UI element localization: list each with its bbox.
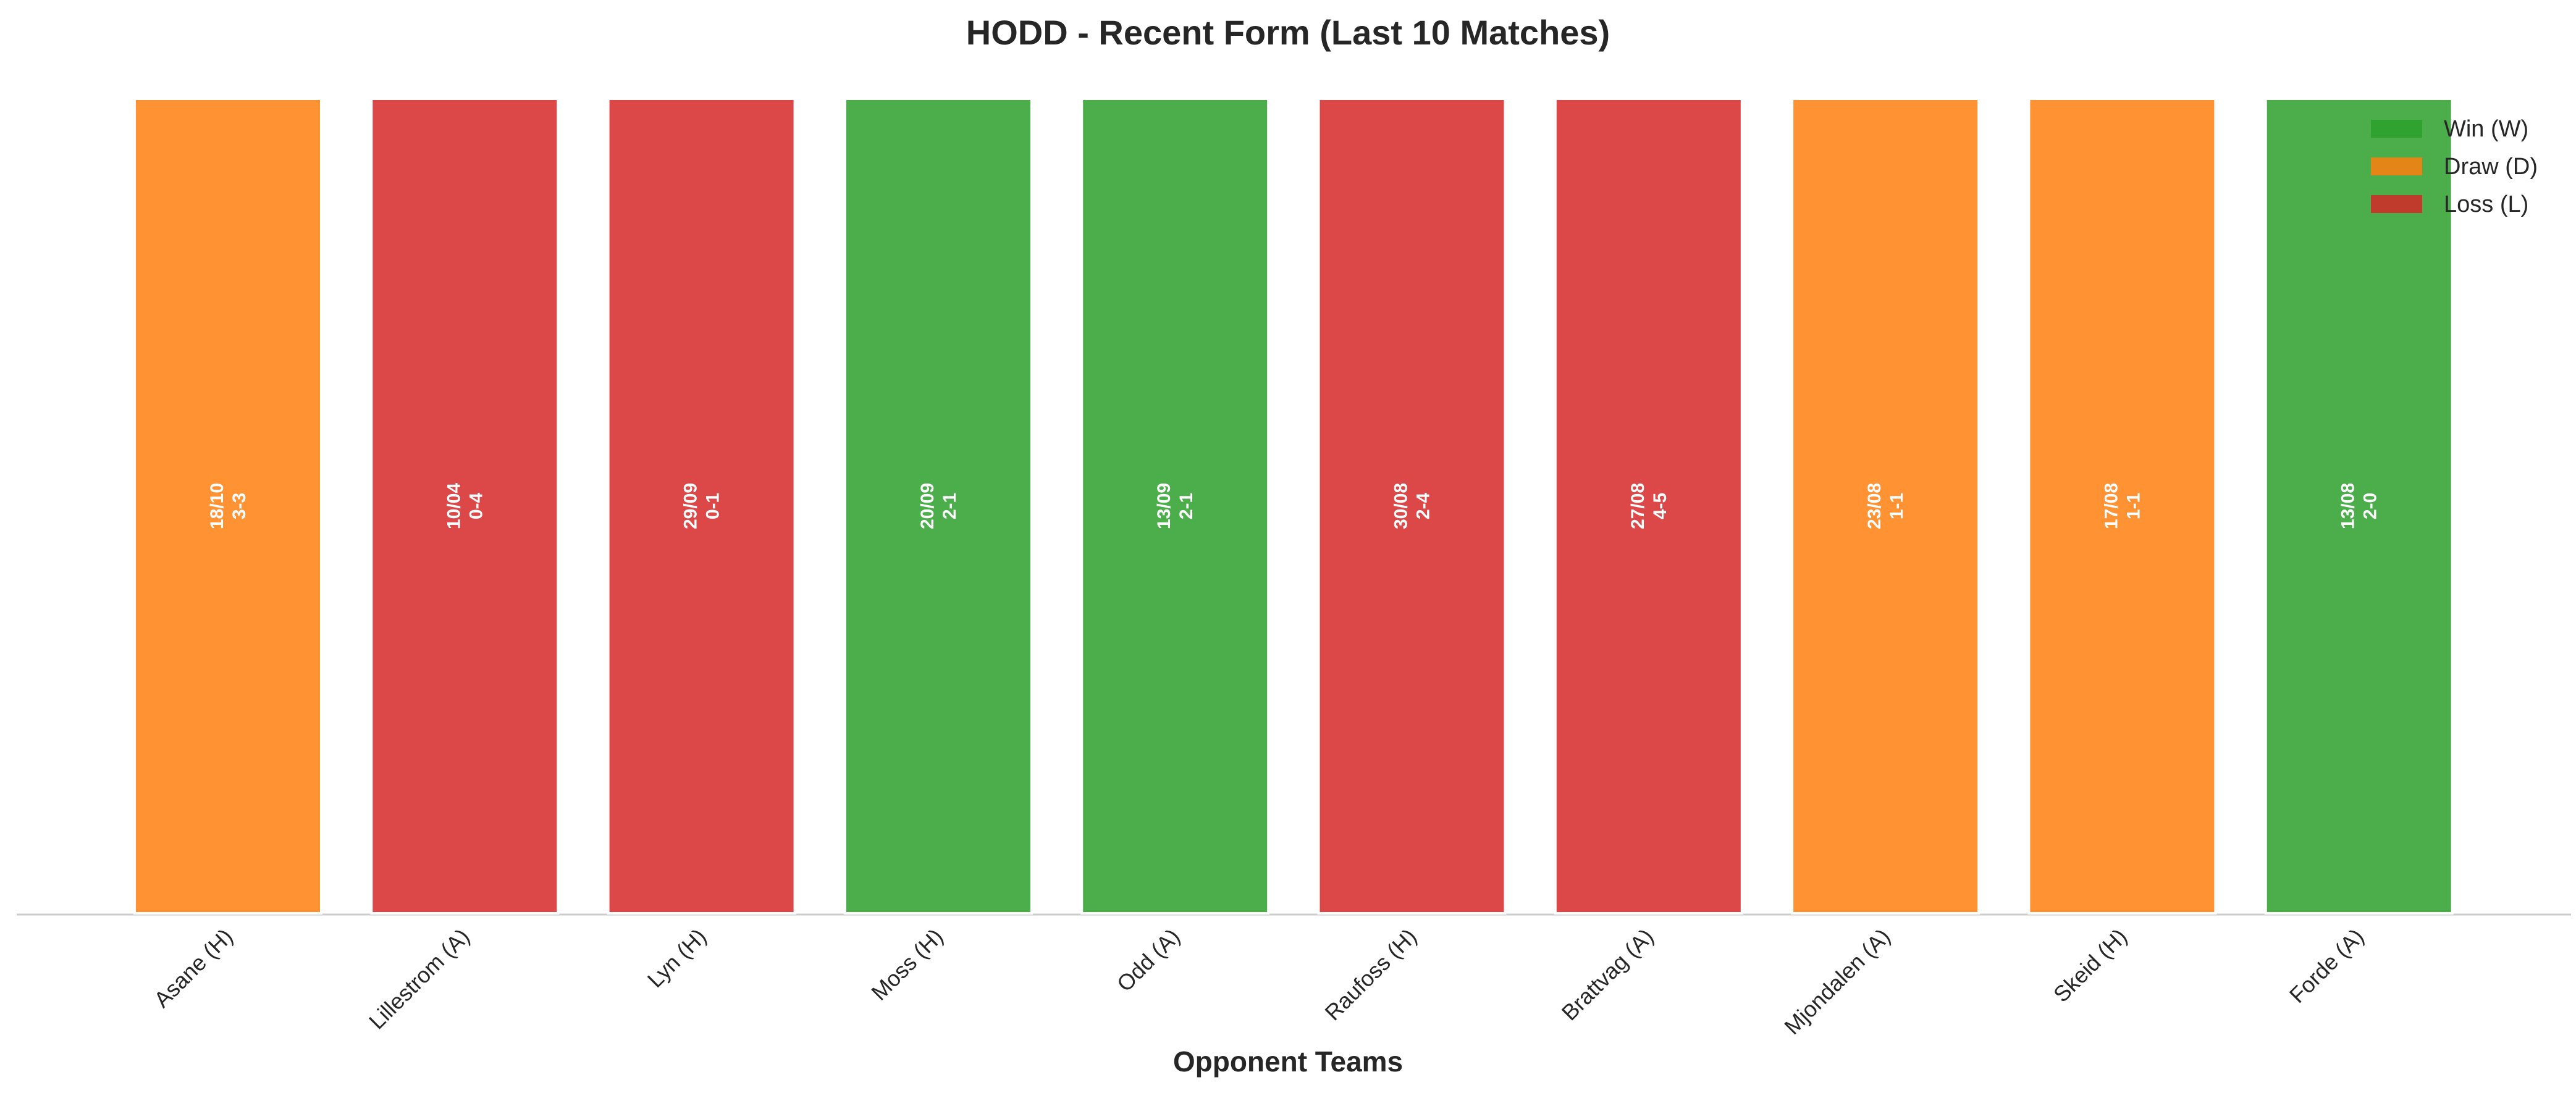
- chart-title: HODD - Recent Form (Last 10 Matches): [966, 13, 1610, 52]
- bar-date-label: 13/08: [2338, 483, 2359, 529]
- legend-swatch: [2371, 120, 2422, 138]
- bar-score-label: 4-5: [1650, 493, 1670, 519]
- x-tick-label: Brattvag (A): [1557, 924, 1659, 1026]
- legend-label: Draw (D): [2444, 154, 2538, 180]
- x-tick-label: Mjondalen (A): [1779, 924, 1895, 1039]
- bar: [2264, 98, 2454, 915]
- bar: [1791, 98, 1980, 915]
- bar-score-label: 0-1: [703, 493, 723, 519]
- bar: [1080, 98, 1270, 915]
- bar-score-label: 1-1: [1887, 493, 1907, 519]
- bar-date-label: 10/04: [444, 483, 464, 529]
- bar-score-label: 2-0: [2360, 493, 2381, 519]
- bar-score-label: 2-1: [1176, 493, 1197, 519]
- bar-date-label: 18/10: [207, 483, 227, 529]
- x-tick-label: Skeid (H): [2048, 924, 2132, 1007]
- bar-date-label: 13/09: [1154, 483, 1174, 529]
- bar-date-label: 30/08: [1391, 483, 1412, 529]
- x-tick-label: Lyn (H): [642, 924, 712, 993]
- x-axis-label: Opponent Teams: [1173, 1045, 1403, 1078]
- bar-score-label: 2-4: [1413, 493, 1434, 520]
- x-tick-label: Asane (H): [149, 924, 238, 1013]
- bar-date-label: 20/09: [917, 483, 938, 529]
- bar-date-label: 29/09: [681, 483, 701, 529]
- x-tick-label: Odd (A): [1112, 924, 1185, 997]
- bar: [133, 98, 322, 915]
- bar: [607, 98, 796, 915]
- bar-date-label: 27/08: [1628, 483, 1648, 529]
- x-tick-label: Raufoss (H): [1320, 924, 1421, 1026]
- legend-swatch: [2371, 157, 2422, 175]
- bar-score-label: 3-3: [229, 493, 250, 519]
- bar-score-label: 2-1: [940, 493, 960, 519]
- x-tick-label: Forde (A): [2284, 924, 2369, 1008]
- legend-swatch: [2371, 195, 2422, 213]
- bar: [1317, 98, 1507, 915]
- bar: [370, 98, 560, 915]
- bar-score-label: 0-4: [466, 493, 486, 520]
- legend-label: Loss (L): [2444, 191, 2528, 217]
- bar-score-label: 1-1: [2123, 493, 2144, 519]
- bar-date-label: 17/08: [2101, 483, 2121, 529]
- bar-date-label: 23/08: [1864, 483, 1885, 529]
- bar: [2027, 98, 2217, 915]
- x-tick-label: Lillestrom (A): [364, 924, 474, 1034]
- bar: [1554, 98, 1743, 915]
- x-tick-label: Moss (H): [866, 924, 948, 1005]
- legend-label: Win (W): [2444, 116, 2528, 142]
- bar: [843, 98, 1033, 915]
